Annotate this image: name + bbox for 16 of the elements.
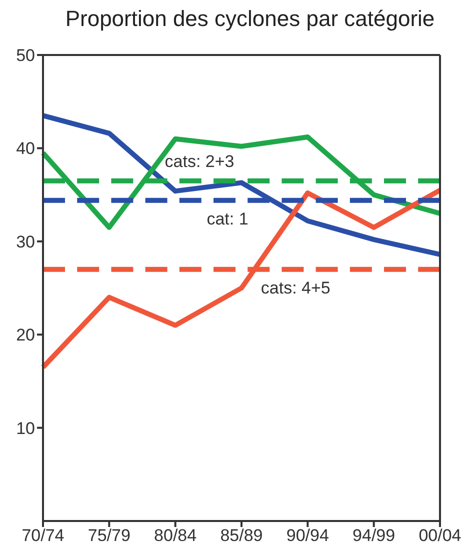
x-tick-label: 80/84 — [154, 526, 197, 546]
y-tick-label: 10 — [16, 418, 35, 438]
x-tick-label: 85/89 — [220, 526, 263, 546]
series-label: cat: 1 — [206, 209, 248, 228]
y-tick-label: 40 — [16, 139, 35, 158]
chart-title: Proportion des cyclones par catégorie — [64, 6, 436, 32]
y-tick-label: 20 — [16, 326, 35, 345]
x-tick-label: 94/99 — [352, 526, 396, 546]
x-tick-label: 75/79 — [88, 526, 130, 546]
x-tick-label: 70/74 — [22, 526, 64, 546]
y-tick-label: 50 — [16, 46, 35, 66]
y-tick-label: 30 — [16, 232, 35, 252]
x-tick-label: 90/94 — [286, 526, 329, 546]
series-label: cats: 4+5 — [260, 278, 330, 298]
series-label: cats: 2+3 — [164, 152, 234, 171]
x-tick-label: 00/04 — [418, 526, 462, 546]
